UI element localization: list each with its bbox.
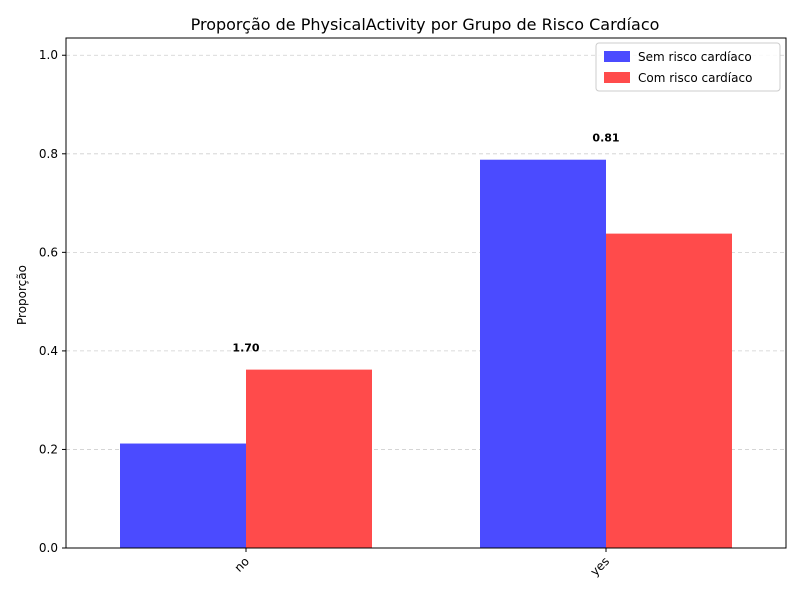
y-tick-label: 0.8 [39, 147, 58, 161]
y-tick-label: 1.0 [39, 48, 58, 62]
y-tick-label: 0.0 [39, 541, 58, 555]
bar-no-series-1[interactable] [120, 443, 246, 548]
y-tick-label: 0.6 [39, 245, 58, 259]
legend-swatch [604, 51, 630, 62]
y-axis-label: Proporção [15, 265, 29, 325]
annotation-label: 0.81 [592, 132, 619, 145]
annotations: 1.70 0.81 [232, 132, 619, 355]
bar-yes-series-2[interactable] [606, 233, 732, 549]
y-tick-label: 0.2 [39, 442, 58, 456]
plot-frame [65, 37, 787, 549]
x-tick-label: no [232, 554, 252, 574]
x-tick-label: yes [588, 554, 613, 579]
annotation-label: 1.70 [232, 342, 259, 355]
legend-swatch [604, 72, 630, 83]
bar-yes-series-1[interactable] [480, 159, 606, 548]
bar-no-series-2[interactable] [246, 369, 372, 548]
legend-label: Sem risco cardíaco [638, 50, 752, 64]
legend-box [595, 42, 781, 92]
bars [120, 159, 732, 549]
chart-title: Proporção de PhysicalActivity por Grupo … [191, 15, 660, 34]
legend[interactable]: Sem risco cardíaco Com risco cardíaco [595, 42, 781, 92]
legend-label: Com risco cardíaco [638, 71, 752, 85]
y-tick-label: 0.4 [39, 344, 58, 358]
axes [65, 37, 787, 549]
